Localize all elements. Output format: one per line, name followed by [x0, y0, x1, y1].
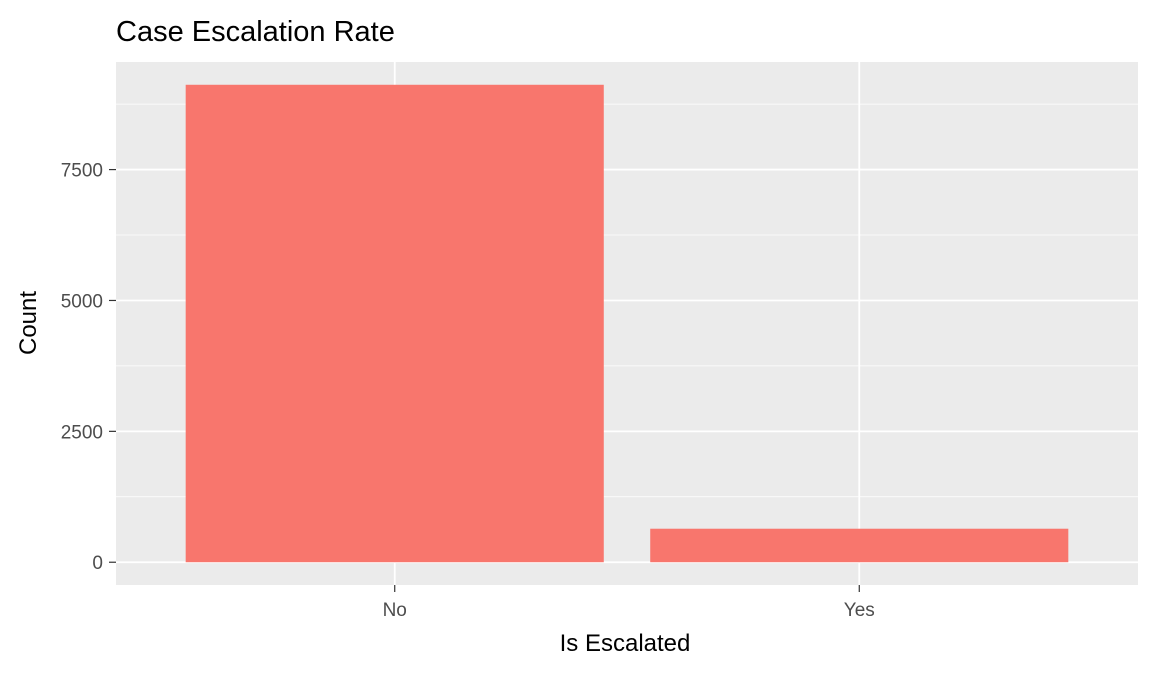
bar-yes [650, 528, 1069, 563]
y-tick-label: 0 [92, 553, 103, 574]
x-axis-ticks: No Yes [383, 585, 875, 621]
y-tick-label: 2500 [61, 422, 103, 443]
bars [185, 84, 1069, 563]
y-tick-label: 7500 [61, 161, 103, 182]
y-tick-label: 5000 [61, 291, 103, 312]
bar-no [185, 84, 604, 563]
x-tick-label: No [383, 600, 407, 621]
chart-title: Case Escalation Rate [116, 16, 395, 48]
y-axis-title: Count [15, 291, 42, 355]
y-axis-ticks: 0 2500 5000 7500 [61, 161, 116, 574]
x-tick-label: Yes [844, 600, 875, 621]
x-axis-title: Is Escalated [560, 630, 691, 657]
